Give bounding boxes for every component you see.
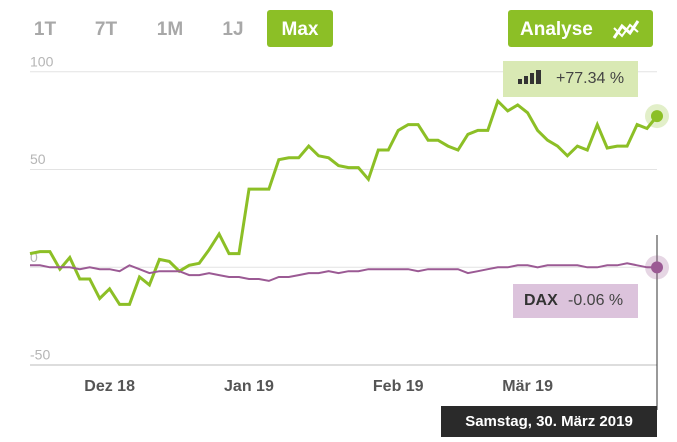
y-tick-label: 50	[30, 151, 46, 167]
x-tick-label: Dez 18	[84, 378, 135, 395]
value-label-box	[513, 284, 638, 318]
analyse-button[interactable]: Analyse	[520, 19, 593, 40]
legend-name: DAX	[524, 292, 558, 309]
y-tick-label: -50	[30, 347, 50, 363]
bar-icon	[518, 79, 522, 84]
x-tick-label: Mär 19	[502, 378, 553, 395]
range-button[interactable]: 1T	[34, 19, 57, 40]
line-series	[30, 262, 658, 282]
x-tick-label: Feb 19	[373, 378, 424, 395]
y-tick-label: 100	[30, 53, 54, 69]
bar-icon	[524, 76, 528, 84]
analyse-icon	[613, 23, 639, 38]
y-tick-label: 0	[30, 249, 38, 265]
bar-icon	[530, 73, 534, 84]
end-point	[651, 261, 663, 274]
x-tick-label: Jan 19	[224, 378, 274, 395]
line-series	[29, 98, 659, 306]
analyse-button-bg[interactable]	[508, 10, 653, 47]
range-button[interactable]: 7T	[95, 19, 118, 40]
range-button-bg[interactable]	[267, 10, 333, 47]
value-label: +77.34 %	[556, 70, 624, 87]
bar-icon	[536, 70, 541, 84]
range-button[interactable]: 1J	[222, 19, 243, 40]
end-point	[651, 110, 663, 123]
date-box	[441, 406, 657, 437]
value-label: -0.06 %	[568, 292, 623, 309]
range-button[interactable]: 1M	[157, 19, 183, 40]
crosshair-date: Samstag, 30. März 2019	[465, 413, 633, 430]
range-button[interactable]: Max	[282, 19, 319, 40]
